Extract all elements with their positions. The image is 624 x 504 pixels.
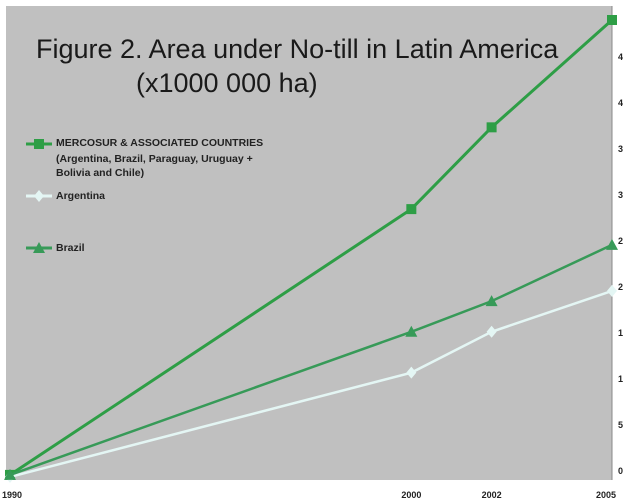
chart-subtitle: (x1000 000 ha) (136, 68, 318, 98)
y-tick-label: 2 (618, 236, 623, 246)
y-tick-label: 2 (618, 282, 623, 292)
plot-background (6, 6, 612, 480)
legend-label-mercosur: MERCOSUR & ASSOCIATED COUNTRIES (56, 137, 264, 149)
legend-label-argentina: Argentina (56, 190, 106, 202)
y-tick-label: 3 (618, 190, 623, 200)
chart-title: Figure 2. Area under No-till in Latin Am… (36, 34, 559, 64)
legend-marker-2 (33, 242, 45, 253)
series-line-1 (9, 289, 613, 479)
legend-sublabel-mercosur-1: (Argentina, Brazil, Paraguay, Uruguay + (56, 153, 253, 165)
legend-marks (26, 139, 52, 253)
data-point-0-1 (406, 204, 417, 215)
series-line-0 (9, 18, 613, 477)
y-axis-ticks: 0 5 1 1 2 2 3 3 4 4 (618, 52, 623, 476)
x-tick-label: 2002 (482, 490, 502, 500)
data-point-1-3 (607, 284, 617, 297)
series-line-2 (9, 243, 613, 477)
legend-marker-1 (34, 190, 44, 202)
legend-label-brazil: Brazil (56, 242, 85, 254)
y-tick-label: 3 (618, 144, 623, 154)
data-point-1-2 (486, 325, 497, 338)
x-tick-label: 1990 (2, 490, 22, 500)
x-axis-ticks: 1990 2000 2002 2005 (2, 490, 616, 500)
y-tick-label: 0 (618, 466, 623, 476)
series-layer (4, 15, 618, 483)
data-point-0-3 (607, 15, 617, 25)
data-point-2-0 (4, 468, 16, 480)
y-tick-label: 1 (618, 328, 623, 338)
y-tick-label: 5 (618, 420, 623, 430)
y-tick-label: 1 (618, 374, 623, 384)
data-point-2-2 (485, 295, 498, 307)
y-tick-label: 4 (618, 52, 623, 62)
legend-marker-0 (34, 139, 44, 149)
data-point-2-3 (606, 238, 618, 250)
legend-sublabel-mercosur-2: Bolivia and Chile) (56, 167, 145, 179)
data-point-2-1 (405, 325, 418, 337)
x-tick-label: 2005 (596, 490, 616, 500)
x-tick-label: 2000 (401, 490, 421, 500)
data-point-0-2 (486, 122, 497, 133)
data-point-1-1 (406, 366, 417, 379)
y-tick-label: 4 (618, 98, 623, 108)
